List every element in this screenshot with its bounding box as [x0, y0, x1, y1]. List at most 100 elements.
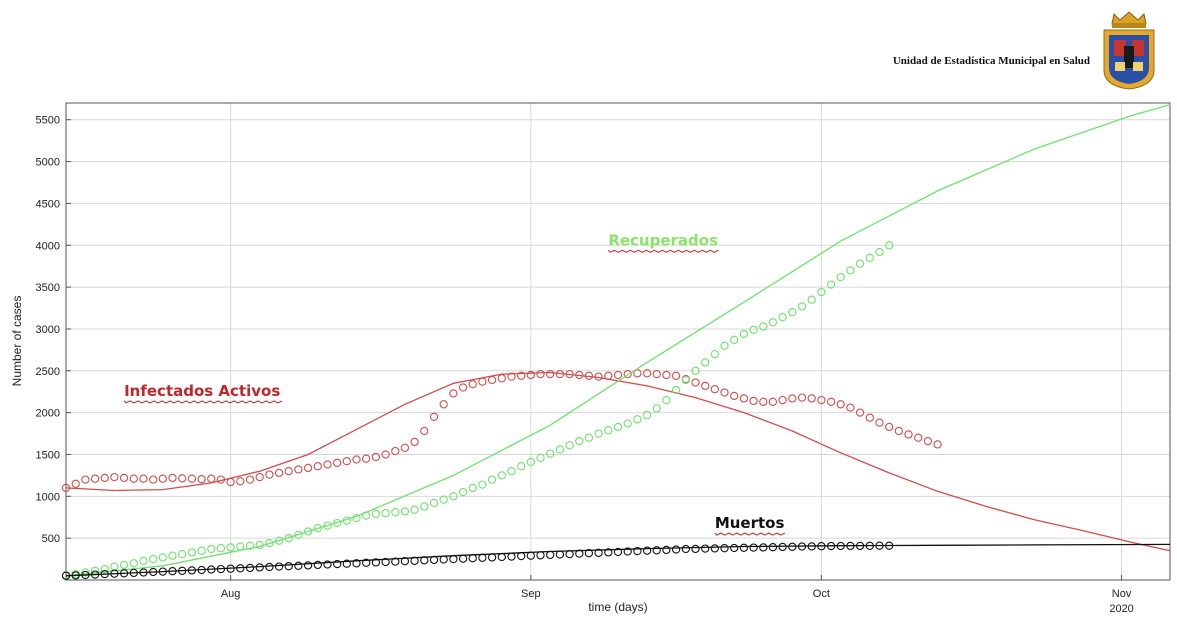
data-point-recuperados: [168, 551, 177, 560]
data-point-muertos: [478, 553, 487, 562]
data-point-infectados: [826, 397, 836, 406]
data-point-recuperados: [788, 308, 797, 317]
data-point-infectados: [710, 385, 719, 394]
y-tick-label: 5000: [36, 157, 60, 169]
data-point-recuperados: [526, 457, 535, 467]
data-point-muertos: [807, 542, 816, 551]
data-point-infectados: [139, 474, 148, 483]
data-point-muertos: [662, 545, 671, 555]
data-point-muertos: [855, 541, 865, 551]
data-point-recuperados: [284, 534, 293, 543]
data-point-muertos: [633, 546, 642, 556]
data-point-recuperados: [739, 329, 749, 339]
series-recuperados: [61, 104, 1171, 580]
data-point-muertos: [536, 551, 545, 560]
data-point-infectados: [342, 457, 351, 466]
data-point-recuperados: [207, 544, 216, 554]
data-point-infectados: [149, 475, 158, 484]
data-point-infectados: [71, 479, 80, 488]
data-point-recuperados: [362, 511, 371, 520]
data-point-muertos: [158, 567, 167, 576]
data-point-muertos: [420, 556, 429, 565]
data-point-infectados: [739, 394, 749, 403]
data-point-muertos: [865, 541, 874, 550]
data-point-infectados: [807, 394, 816, 403]
y-tick-label: 3000: [36, 324, 60, 336]
data-point-infectados: [904, 430, 913, 439]
y-tick-label: 3500: [36, 282, 60, 294]
data-point-infectados: [633, 369, 642, 378]
data-point-recuperados: [303, 527, 313, 536]
data-point-infectados: [284, 467, 293, 476]
data-point-recuperados: [458, 487, 468, 497]
data-point-recuperados: [575, 436, 584, 446]
data-point-muertos: [178, 566, 187, 575]
annotation-label: Muertos: [715, 514, 785, 532]
data-point-muertos: [313, 560, 322, 570]
data-point-recuperados: [391, 508, 400, 517]
data-point-infectados: [875, 418, 884, 427]
y-axis-label: Number of cases: [10, 296, 24, 387]
data-point-recuperados: [216, 544, 226, 553]
data-point-recuperados: [613, 422, 623, 432]
data-point-recuperados: [187, 548, 197, 557]
data-point-recuperados: [662, 395, 671, 405]
data-point-muertos: [875, 541, 884, 550]
data-point-recuperados: [555, 445, 565, 454]
data-point-recuperados: [119, 560, 129, 570]
data-point-infectados: [478, 377, 487, 386]
data-point-recuperados: [778, 313, 787, 322]
data-point-recuperados: [100, 564, 109, 574]
data-point-muertos: [303, 561, 313, 570]
data-point-recuperados: [817, 287, 826, 297]
data-point-infectados: [458, 383, 468, 392]
data-point-muertos: [739, 543, 749, 552]
data-point-infectados: [536, 369, 545, 379]
data-point-muertos: [778, 542, 787, 552]
data-point-recuperados: [81, 568, 90, 577]
data-point-muertos: [129, 568, 138, 578]
data-point-infectados: [323, 460, 332, 469]
data-point-recuperados: [623, 419, 632, 428]
data-point-infectados: [701, 381, 710, 391]
data-point-infectados: [730, 391, 739, 401]
y-tick-label: 4500: [36, 198, 60, 210]
x-tick-label: Aug: [221, 588, 241, 600]
data-point-muertos: [681, 544, 690, 554]
fitted-line-infectados: [65, 371, 1171, 552]
data-point-infectados: [468, 380, 477, 389]
data-point-muertos: [710, 544, 719, 553]
data-point-recuperados: [197, 546, 206, 555]
data-point-recuperados: [594, 429, 603, 438]
data-point-infectados: [207, 474, 216, 483]
data-point-infectados: [759, 397, 768, 406]
x-tick-label: Nov: [1112, 588, 1132, 600]
data-point-recuperados: [178, 549, 187, 559]
data-point-recuperados: [885, 241, 894, 250]
y-tick-label: 2500: [36, 366, 60, 378]
data-point-infectados: [865, 413, 874, 422]
data-point-muertos: [555, 550, 565, 559]
series-infectados: [61, 369, 1171, 552]
data-point-infectados: [487, 375, 497, 385]
data-point-muertos: [197, 565, 206, 575]
data-point-muertos: [768, 543, 778, 552]
annotations-layer: Infectados Activos Recuperados Muertos: [123, 231, 786, 536]
data-point-recuperados: [149, 554, 158, 564]
data-point-recuperados: [129, 559, 138, 568]
data-point-muertos: [61, 571, 71, 580]
data-point-muertos: [594, 548, 603, 557]
data-point-infectados: [352, 455, 361, 464]
data-point-infectados: [449, 389, 458, 398]
data-point-infectados: [691, 378, 700, 387]
data-point-muertos: [836, 541, 845, 551]
data-point-infectados: [187, 474, 197, 483]
data-point-recuperados: [371, 509, 381, 519]
data-point-infectados: [671, 371, 681, 380]
data-point-infectados: [371, 452, 381, 462]
x-year-label: 2020: [1109, 603, 1133, 615]
municipal-crest-icon: [1103, 11, 1155, 90]
data-point-muertos: [439, 555, 448, 564]
data-point-recuperados: [487, 475, 497, 484]
